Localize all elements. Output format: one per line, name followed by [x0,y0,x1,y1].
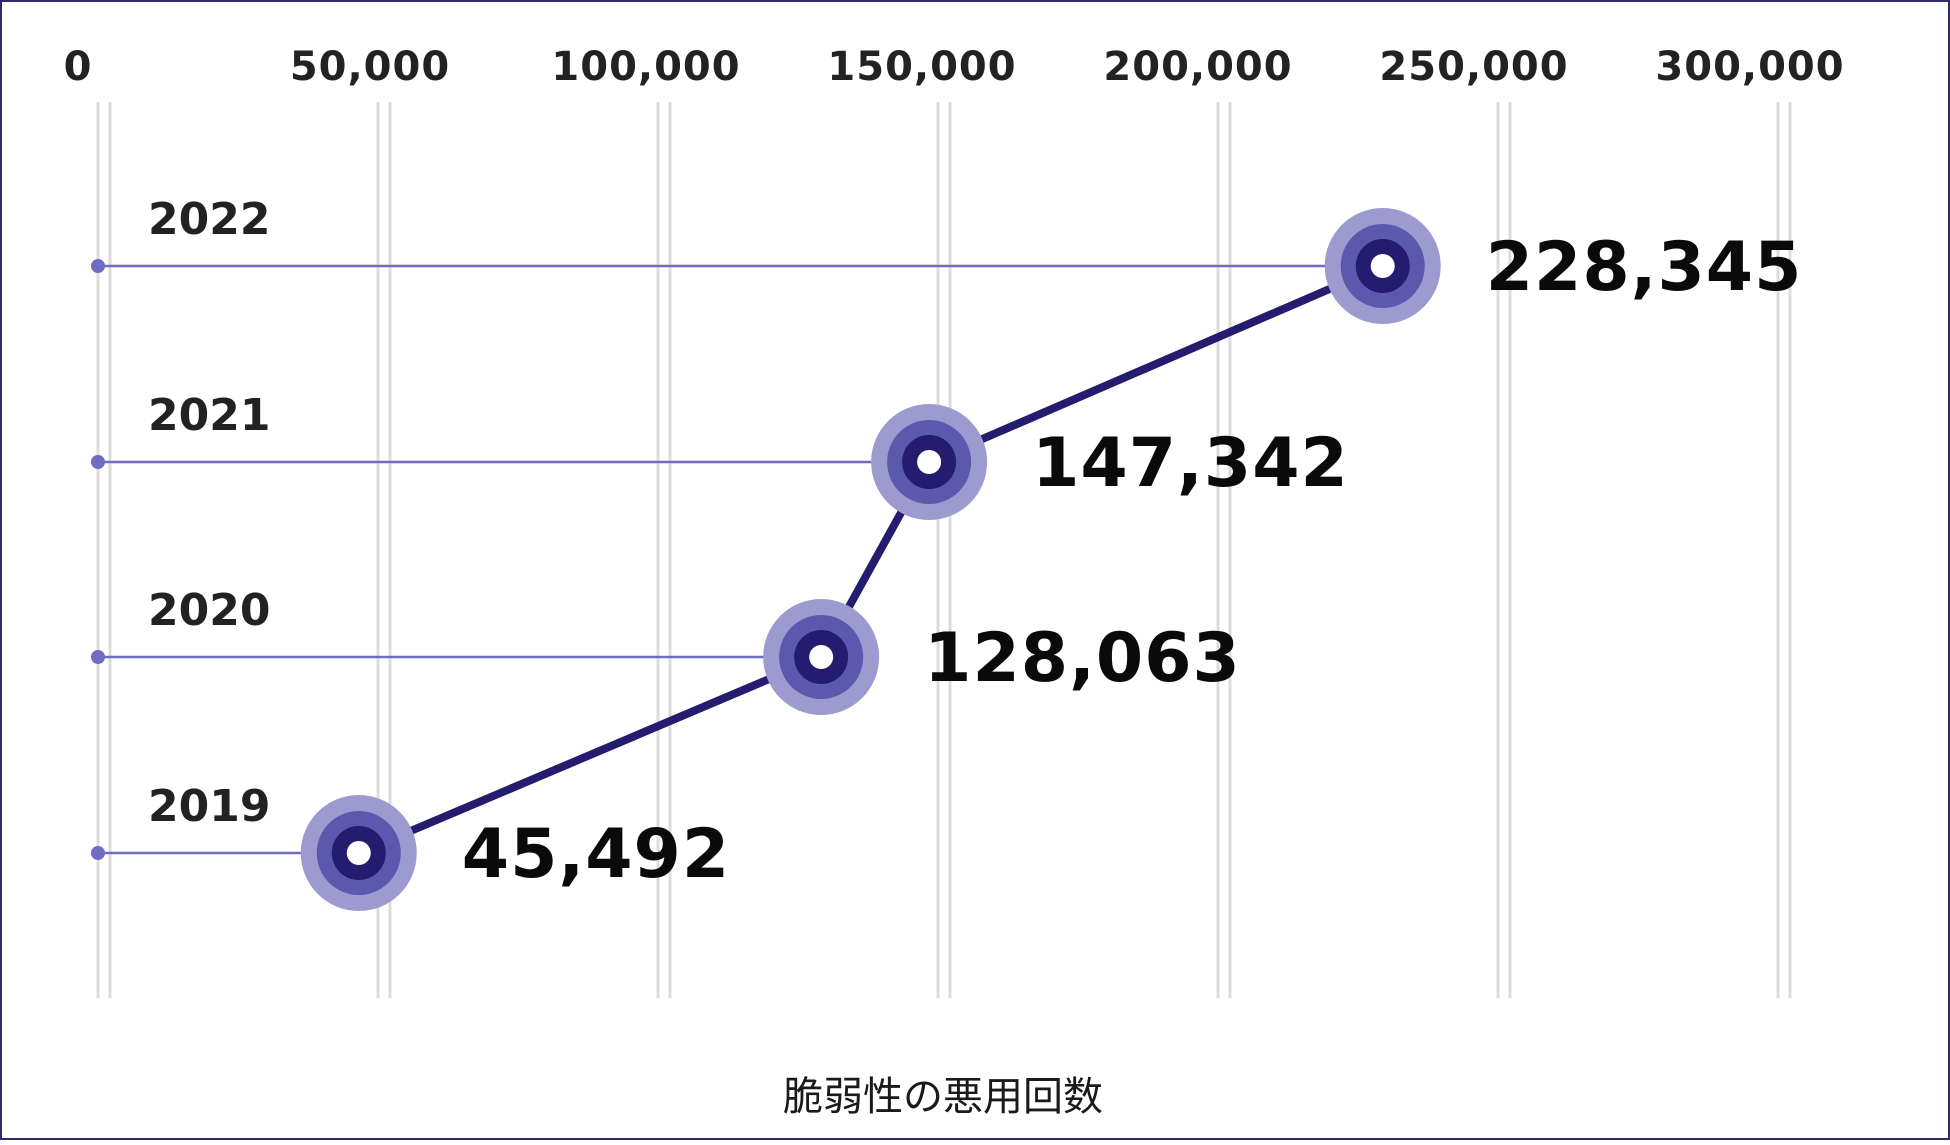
year-guide-dot [91,455,105,469]
data-label: 45,492 [462,815,730,894]
year-guide-dot [91,650,105,664]
data-point-marker [1324,208,1441,324]
year-guide-dot [91,259,105,273]
year-label: 2022 [148,194,270,245]
data-point-marker [763,599,880,715]
year-label: 2019 [148,781,270,832]
x-tick-label: 0 [64,44,93,90]
year-label: 2021 [148,390,270,441]
x-tick-label: 250,000 [1379,44,1568,90]
value-labels: 45,492 128,063 147,342 228,345 [462,228,1803,894]
data-point-marker [871,404,988,520]
x-tick-label: 100,000 [551,44,740,90]
data-label: 228,345 [1486,228,1803,307]
year-guide-dot [91,846,105,860]
x-tick-label: 200,000 [1103,44,1292,90]
markers [300,208,1441,911]
x-tick-label: 50,000 [290,44,450,90]
data-label: 147,342 [1032,424,1349,503]
series-line [357,262,1385,857]
x-tick-label: 300,000 [1655,44,1844,90]
data-point-marker [300,795,417,911]
data-label: 128,063 [924,619,1241,698]
x-axis-title: 脆弱性の悪用回数 [783,1074,1103,1120]
x-tick-label: 150,000 [827,44,1016,90]
year-guides: 2019 2020 2021 2022 [91,194,1383,860]
x-axis-ticks: 0 50,000 100,000 150,000 200,000 250,000 300,0… [64,44,1844,90]
year-label: 2020 [148,585,270,636]
